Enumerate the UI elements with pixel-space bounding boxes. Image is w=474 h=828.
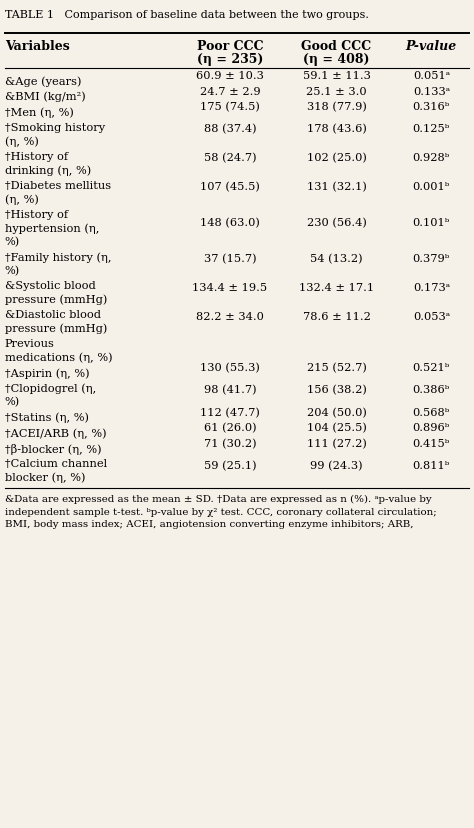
Text: 88 (37.4): 88 (37.4) (203, 124, 256, 134)
Text: (η = 235): (η = 235) (197, 53, 263, 66)
Text: 112 (47.7): 112 (47.7) (200, 407, 260, 417)
Text: 0.316ᵇ: 0.316ᵇ (413, 102, 450, 112)
Text: 132.4 ± 17.1: 132.4 ± 17.1 (299, 282, 374, 292)
Text: †β-blocker (η, %): †β-blocker (η, %) (5, 443, 101, 454)
Text: †History of: †History of (5, 152, 68, 161)
Text: †Diabetes mellitus: †Diabetes mellitus (5, 181, 111, 190)
Text: 24.7 ± 2.9: 24.7 ± 2.9 (200, 86, 260, 97)
Text: 0.133ᵃ: 0.133ᵃ (413, 86, 450, 97)
Text: pressure (mmHg): pressure (mmHg) (5, 323, 107, 334)
Text: 0.811ᵇ: 0.811ᵇ (413, 460, 450, 470)
Text: TABLE 1   Comparison of baseline data between the two groups.: TABLE 1 Comparison of baseline data betw… (5, 10, 369, 20)
Text: 134.4 ± 19.5: 134.4 ± 19.5 (192, 282, 267, 292)
Text: 204 (50.0): 204 (50.0) (307, 407, 366, 417)
Text: 0.568ᵇ: 0.568ᵇ (413, 407, 450, 417)
Text: medications (η, %): medications (η, %) (5, 352, 112, 363)
Text: 0.379ᵇ: 0.379ᵇ (413, 253, 450, 263)
Text: †Statins (η, %): †Statins (η, %) (5, 412, 89, 422)
Text: †Smoking history: †Smoking history (5, 123, 105, 132)
Text: †Clopidogrel (η,: †Clopidogrel (η, (5, 383, 96, 393)
Text: 178 (43.6): 178 (43.6) (307, 124, 366, 134)
Text: 318 (77.9): 318 (77.9) (307, 102, 366, 112)
Text: drinking (η, %): drinking (η, %) (5, 165, 91, 176)
Text: (η = 408): (η = 408) (303, 53, 370, 66)
Text: 148 (63.0): 148 (63.0) (200, 218, 260, 228)
Text: 0.386ᵇ: 0.386ᵇ (413, 385, 450, 395)
Text: 156 (38.2): 156 (38.2) (307, 385, 366, 395)
Text: †Aspirin (η, %): †Aspirin (η, %) (5, 368, 90, 378)
Text: 0.053ᵃ: 0.053ᵃ (413, 311, 450, 321)
Text: independent sample t-test. ᵇp-value by χ² test. CCC, coronary collateral circula: independent sample t-test. ᵇp-value by χ… (5, 507, 437, 516)
Text: 59 (25.1): 59 (25.1) (203, 460, 256, 470)
Text: &BMI (kg/m²): &BMI (kg/m²) (5, 91, 85, 102)
Text: hypertension (η,: hypertension (η, (5, 223, 99, 233)
Text: pressure (mmHg): pressure (mmHg) (5, 294, 107, 305)
Text: †ACEI/ARB (η, %): †ACEI/ARB (η, %) (5, 427, 106, 438)
Text: Poor CCC: Poor CCC (197, 40, 263, 53)
Text: 215 (52.7): 215 (52.7) (307, 363, 366, 373)
Text: 78.6 ± 11.2: 78.6 ± 11.2 (302, 311, 371, 321)
Text: 131 (32.1): 131 (32.1) (307, 182, 366, 192)
Text: %): %) (5, 265, 20, 276)
Text: 0.051ᵃ: 0.051ᵃ (413, 71, 450, 81)
Text: (η, %): (η, %) (5, 136, 38, 147)
Text: %): %) (5, 236, 20, 247)
Text: BMI, body mass index; ACEI, angiotension converting enzyme inhibitors; ARB,: BMI, body mass index; ACEI, angiotension… (5, 520, 413, 529)
Text: %): %) (5, 397, 20, 407)
Text: P-value: P-value (406, 40, 457, 53)
Text: 98 (41.7): 98 (41.7) (203, 385, 256, 395)
Text: Previous: Previous (5, 339, 55, 349)
Text: †Family history (η,: †Family history (η, (5, 252, 111, 262)
Text: 0.521ᵇ: 0.521ᵇ (413, 363, 450, 373)
Text: 230 (56.4): 230 (56.4) (307, 218, 366, 228)
Text: 107 (45.5): 107 (45.5) (200, 182, 260, 192)
Text: 0.125ᵇ: 0.125ᵇ (413, 124, 450, 134)
Text: 99 (24.3): 99 (24.3) (310, 460, 363, 470)
Text: 175 (74.5): 175 (74.5) (200, 102, 260, 112)
Text: 59.1 ± 11.3: 59.1 ± 11.3 (302, 71, 371, 81)
Text: 0.001ᵇ: 0.001ᵇ (413, 182, 450, 192)
Text: 54 (13.2): 54 (13.2) (310, 253, 363, 263)
Text: (η, %): (η, %) (5, 194, 38, 205)
Text: &Data are expressed as the mean ± SD. †Data are expressed as n (%). ᵃp-value by: &Data are expressed as the mean ± SD. †D… (5, 494, 431, 503)
Text: 71 (30.2): 71 (30.2) (203, 438, 256, 448)
Text: 0.928ᵇ: 0.928ᵇ (413, 153, 450, 163)
Text: 61 (26.0): 61 (26.0) (203, 422, 256, 433)
Text: &Systolic blood: &Systolic blood (5, 281, 95, 291)
Text: †Calcium channel: †Calcium channel (5, 459, 107, 469)
Text: 104 (25.5): 104 (25.5) (307, 422, 366, 433)
Text: Variables: Variables (5, 40, 70, 53)
Text: 130 (55.3): 130 (55.3) (200, 363, 260, 373)
Text: 37 (15.7): 37 (15.7) (203, 253, 256, 263)
Text: blocker (η, %): blocker (η, %) (5, 472, 85, 483)
Text: &Age (years): &Age (years) (5, 76, 81, 87)
Text: †Men (η, %): †Men (η, %) (5, 107, 73, 118)
Text: †History of: †History of (5, 209, 68, 219)
Text: Good CCC: Good CCC (301, 40, 372, 53)
Text: 0.101ᵇ: 0.101ᵇ (413, 218, 450, 228)
Text: 82.2 ± 34.0: 82.2 ± 34.0 (196, 311, 264, 321)
Text: &Diastolic blood: &Diastolic blood (5, 310, 101, 320)
Text: 0.415ᵇ: 0.415ᵇ (413, 438, 450, 448)
Text: 102 (25.0): 102 (25.0) (307, 153, 366, 163)
Text: 58 (24.7): 58 (24.7) (203, 153, 256, 163)
Text: 111 (27.2): 111 (27.2) (307, 438, 366, 448)
Text: 0.173ᵃ: 0.173ᵃ (413, 282, 450, 292)
Text: 0.896ᵇ: 0.896ᵇ (413, 422, 450, 432)
Text: 60.9 ± 10.3: 60.9 ± 10.3 (196, 71, 264, 81)
Text: 25.1 ± 3.0: 25.1 ± 3.0 (306, 86, 367, 97)
